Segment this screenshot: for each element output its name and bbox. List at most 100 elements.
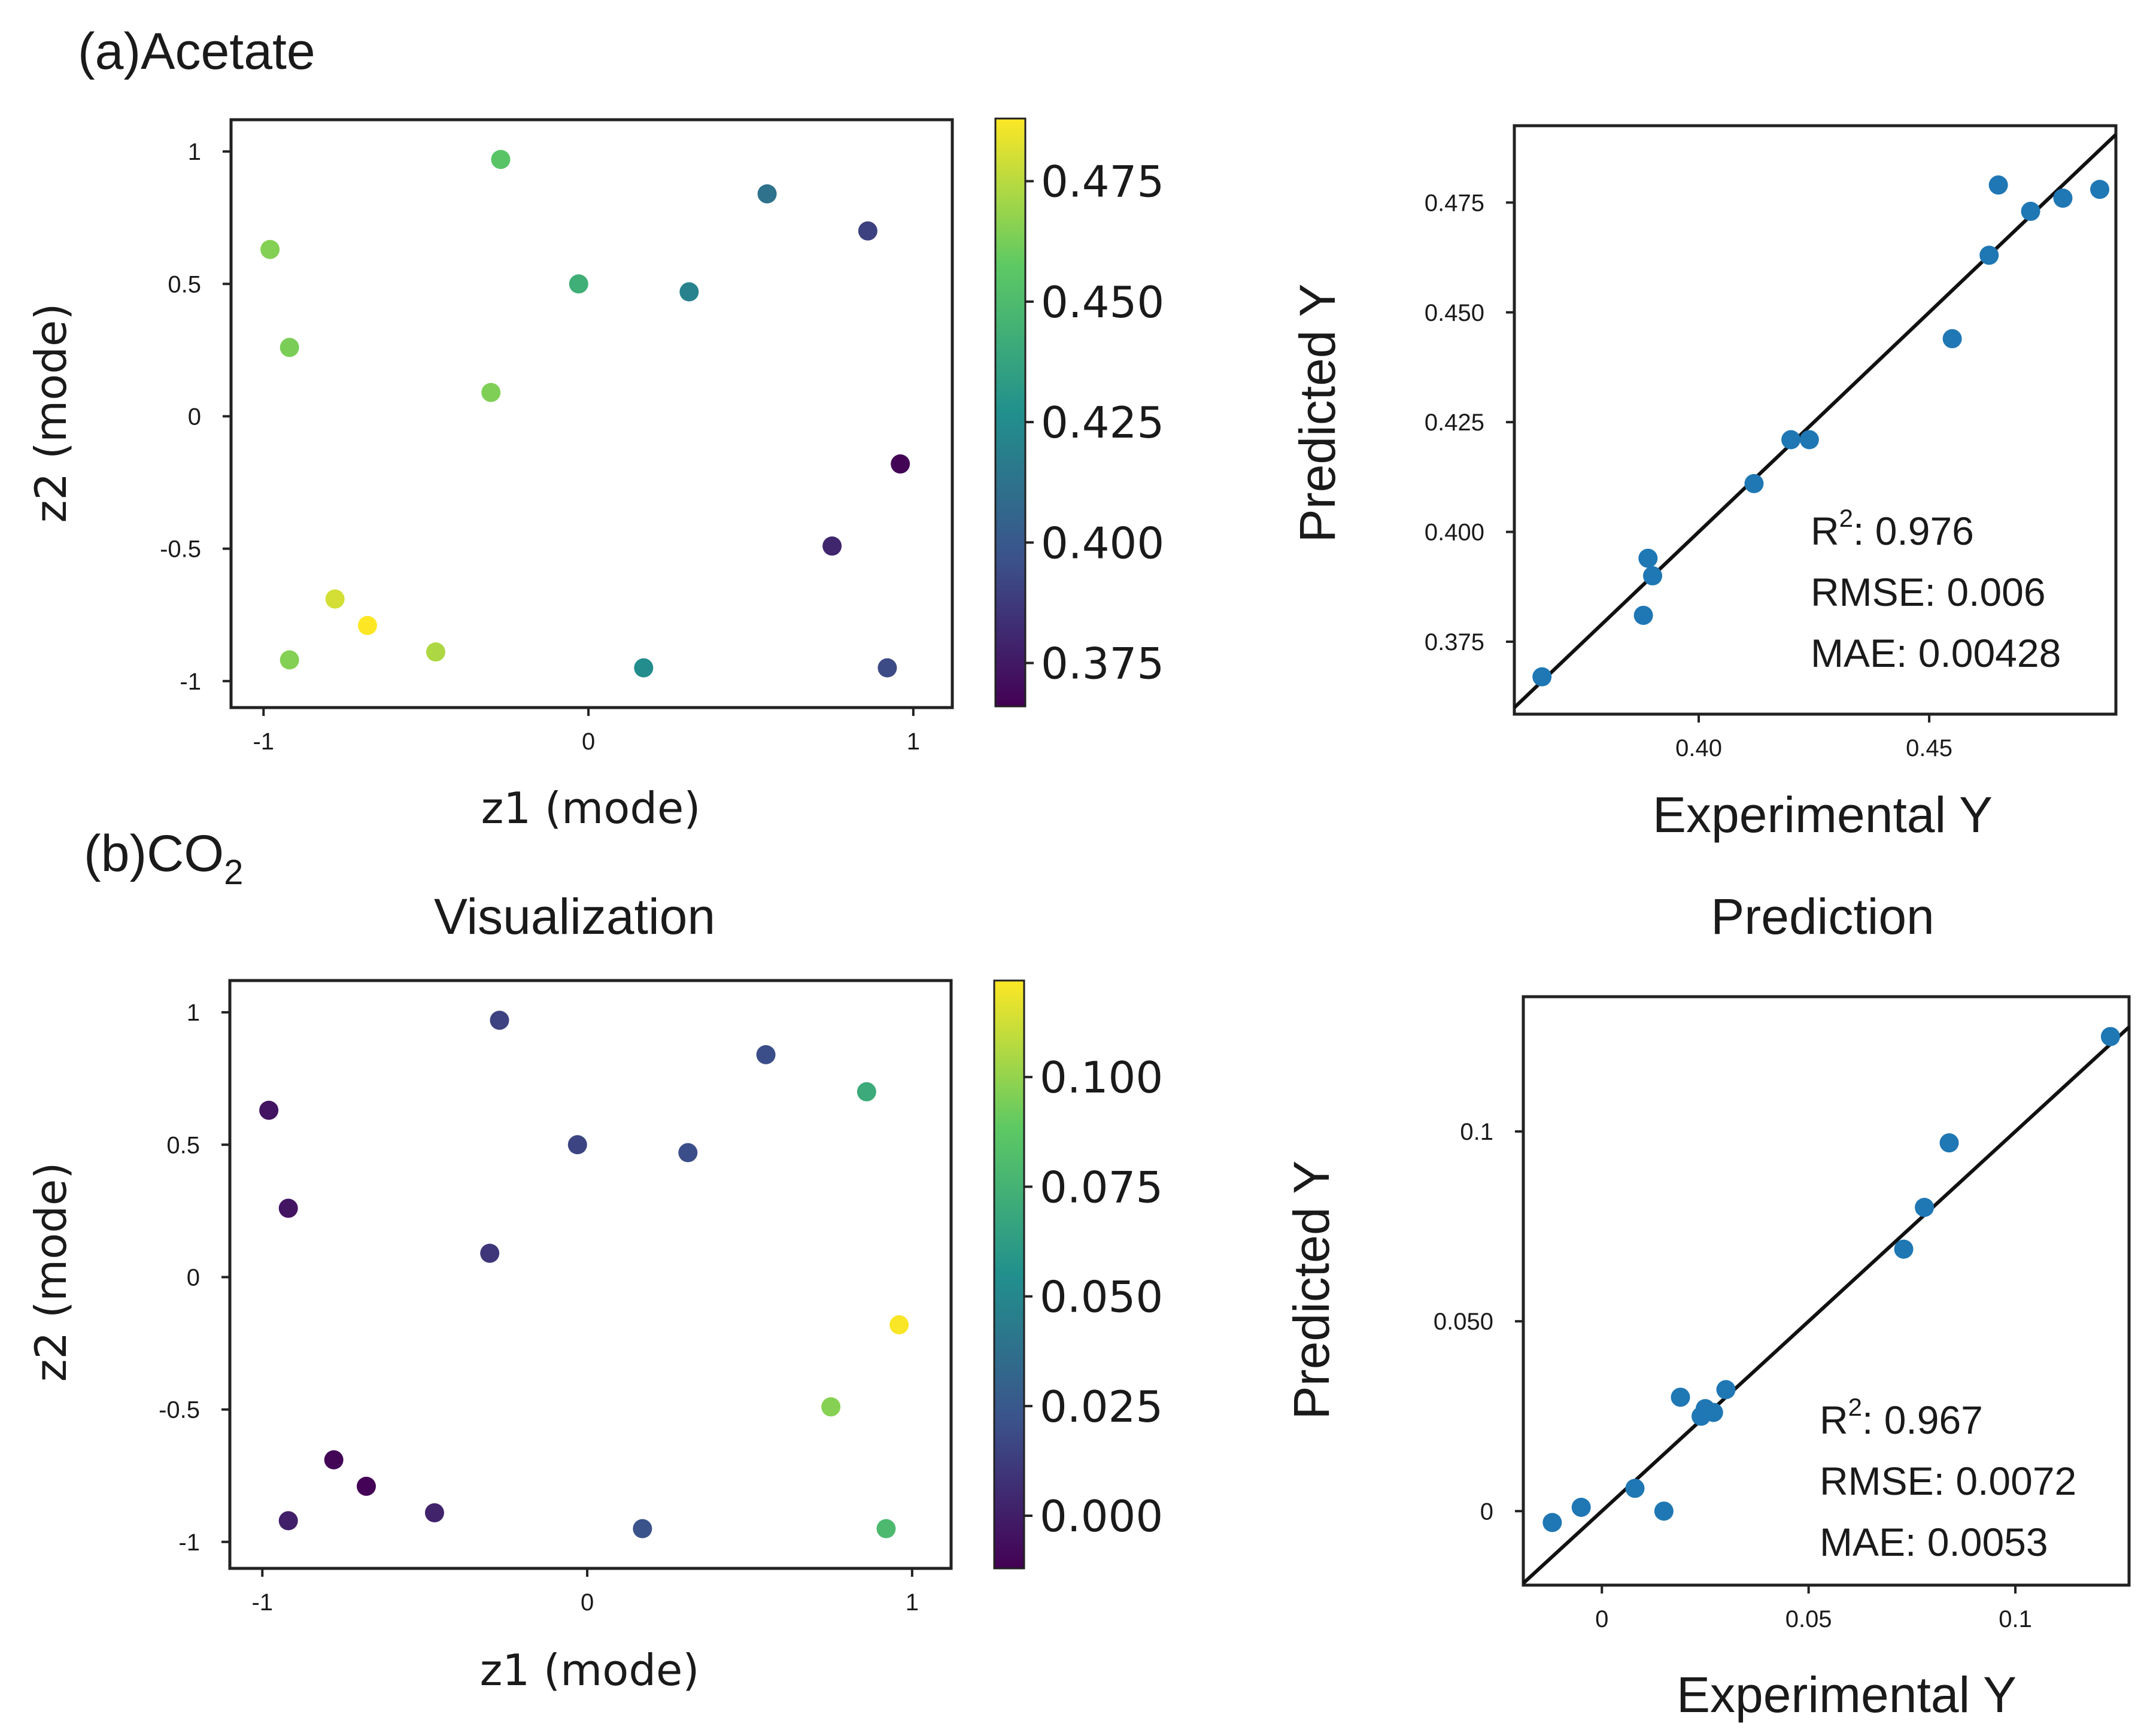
diagonal-line: [1513, 133, 2118, 709]
colorbar-tick-label: 0.000: [1040, 1491, 1163, 1541]
data-point: [857, 1082, 876, 1101]
data-point: [858, 221, 877, 241]
y-axis-label: z2 (mode): [26, 304, 76, 523]
data-point: [757, 184, 777, 204]
data-point: [679, 282, 699, 302]
colorbar-tick-label: 0.475: [1041, 157, 1164, 207]
y-tick-label: 0.475: [1425, 190, 1484, 216]
data-point: [491, 150, 511, 169]
data-point: [278, 1511, 298, 1531]
y-tick-label: -1: [178, 1529, 200, 1556]
panel-b-label: (b)CO2: [84, 825, 243, 892]
x-tick-label: -1: [253, 729, 274, 755]
tick-group: -1 0 1 1 0.5 0 -0.5 -1: [159, 1000, 919, 1616]
data-point: [877, 658, 897, 678]
x-tick-label: 0.1: [1999, 1606, 2032, 1632]
title-prediction: Prediction: [1711, 888, 1935, 945]
y-tick-label: -0.5: [159, 1397, 200, 1424]
r2-superscript: 2: [1848, 1393, 1862, 1421]
data-point: [678, 1143, 698, 1163]
point-group: [260, 150, 910, 678]
data-point: [1979, 245, 1999, 265]
r2-annotation: R2: 0.976: [1811, 504, 1974, 553]
data-point: [325, 589, 345, 609]
data-point: [1625, 1479, 1645, 1498]
rmse-annotation: RMSE: 0.006: [1811, 570, 2046, 614]
plot-frame: [229, 118, 954, 709]
data-point: [567, 1135, 587, 1155]
r2-value: : 0.976: [1853, 509, 1974, 553]
data-point: [1988, 175, 2008, 195]
data-point: [357, 615, 377, 635]
colorbar-tick-label: 0.050: [1040, 1272, 1163, 1322]
data-point: [424, 1503, 444, 1523]
y-tick-label: -0.5: [160, 536, 201, 563]
colorbar-tick-label: 0.100: [1040, 1052, 1163, 1103]
r2-superscript: 2: [1839, 504, 1853, 532]
plot-frame: [1513, 124, 2118, 716]
data-point: [1799, 430, 1819, 450]
acetate-latent-chart: -1 0 1 1 0.5 0 -0.5 -1 z1 (mode) z2 (mode) 0.47…: [26, 117, 1164, 833]
data-point: [2053, 189, 2073, 208]
y-axis-label: Predicted Y: [1283, 1161, 1340, 1420]
y-tick-label: -1: [180, 669, 201, 695]
plot-frame: [228, 979, 953, 1570]
co2-latent-chart: -1 0 1 1 0.5 0 -0.5 -1 z1 (mode) z2 (mode) 0.10…: [26, 979, 1163, 1695]
y-tick-label: 1: [187, 1000, 200, 1026]
data-point: [426, 642, 445, 662]
acetate-parity-chart: 0.40 0.45 0.475 0.450 0.425 0.400 0.375 Experi…: [1289, 124, 2118, 843]
colorbar-tick-label: 0.450: [1041, 277, 1164, 327]
data-point: [1571, 1497, 1591, 1517]
r2-label: R: [1811, 509, 1839, 553]
colorbar: [994, 117, 1027, 708]
data-point: [280, 650, 299, 670]
x-axis-label: z1 (mode): [481, 783, 701, 833]
colorbar-tick-label: 0.375: [1041, 639, 1164, 689]
colorbar-tick-label: 0.400: [1041, 518, 1164, 568]
data-point: [1894, 1239, 1914, 1259]
y-axis-label: Predicted Y: [1289, 284, 1346, 543]
y-tick-label: 0.5: [166, 1132, 200, 1158]
point-group: [1532, 175, 2110, 687]
x-axis-label: Experimental Y: [1653, 787, 1993, 843]
tick-group: 0.40 0.45 0.475 0.450 0.425 0.400 0.375: [1425, 190, 1952, 761]
y-tick-label: 0.5: [168, 271, 201, 298]
y-tick-label: 0.425: [1425, 409, 1484, 436]
data-point: [480, 1243, 500, 1263]
data-point: [1716, 1380, 1736, 1400]
data-point: [1671, 1388, 1690, 1407]
data-point: [2021, 202, 2040, 221]
data-point: [324, 1450, 344, 1470]
r2-value: : 0.967: [1862, 1398, 1983, 1442]
diagonal-line: [1522, 1025, 2131, 1585]
data-point: [822, 536, 842, 556]
x-tick-label: 1: [906, 1589, 919, 1616]
data-point: [821, 1397, 841, 1417]
data-point: [889, 1315, 909, 1335]
data-point: [2090, 180, 2110, 199]
y-tick-label: 0: [1480, 1498, 1493, 1525]
data-point: [1744, 474, 1764, 493]
panel-a-label: (a)Acetate: [78, 23, 315, 80]
y-tick-label: 0.375: [1425, 629, 1484, 655]
data-point: [756, 1045, 776, 1064]
data-point: [356, 1476, 376, 1496]
x-tick-label: 0.45: [1906, 735, 1952, 761]
data-point: [259, 1100, 279, 1120]
x-axis-label: Experimental Y: [1677, 1667, 2017, 1723]
x-tick-label: 0.05: [1785, 1606, 1832, 1632]
y-tick-label: 0.050: [1434, 1309, 1493, 1335]
panel-b-label-prefix: (b)CO: [84, 825, 224, 882]
mae-annotation: MAE: 0.00428: [1811, 631, 2061, 675]
y-tick-label: 0.450: [1425, 300, 1484, 326]
data-point: [280, 338, 299, 357]
y-tick-label: 0.1: [1460, 1119, 1493, 1145]
tick-group: 0 0.05 0.1 0.1 0.050 0: [1434, 1119, 2032, 1632]
data-point: [1915, 1197, 1935, 1217]
data-point: [633, 1519, 652, 1538]
data-point: [1781, 430, 1801, 450]
co2-parity-chart: 0 0.05 0.1 0.1 0.050 0 Experimental Y Predict…: [1283, 995, 2131, 1723]
colorbar-tick-label: 0.075: [1040, 1162, 1163, 1212]
data-point: [1703, 1403, 1723, 1422]
x-tick-label: 0.40: [1675, 735, 1722, 761]
